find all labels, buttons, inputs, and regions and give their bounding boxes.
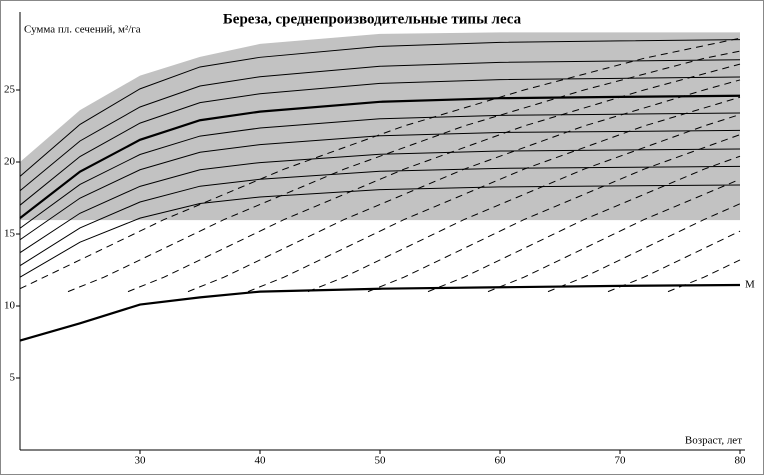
solid-curve (19, 59, 741, 192)
bold-curve (19, 283, 741, 342)
dashed-curve (367, 134, 741, 293)
plot-area (19, 32, 741, 342)
x-tick-label: 40 (255, 455, 267, 467)
solid-curve (19, 112, 741, 229)
bold-curve (19, 94, 741, 220)
y-tick-label: 25 (4, 84, 16, 96)
x-axis-label: Возраст, лет (685, 435, 742, 447)
x-tick-label: 30 (135, 455, 147, 467)
solid-curve (19, 184, 741, 278)
y-tick-label: 15 (4, 228, 16, 240)
x-tick-label: 60 (495, 455, 507, 467)
dashed-curve (427, 155, 741, 293)
x-tick-label: 70 (615, 455, 627, 467)
y-axis-label: Сумма пл. сечений, м²/га (24, 24, 141, 36)
solid-curve (19, 76, 741, 206)
dashed-curve (247, 96, 741, 293)
dashed-curve (127, 63, 741, 293)
dashed-curve (19, 37, 741, 290)
solid-curve (19, 129, 741, 241)
y-tick-label: 5 (10, 372, 16, 384)
dashed-curve (187, 79, 741, 293)
series-label: M (745, 279, 755, 291)
dashed-curve (667, 259, 741, 293)
chart-title: Береза, среднепроизводительные типы леса (223, 11, 522, 27)
y-tick-label: 20 (4, 156, 16, 168)
dashed-curve (307, 114, 741, 293)
solid-curve (19, 148, 741, 254)
y-tick-label: 10 (4, 300, 16, 312)
solid-curve (19, 165, 741, 267)
x-tick-label: 50 (375, 455, 387, 467)
x-tick-label: 80 (735, 455, 747, 467)
dashed-curve (67, 50, 741, 293)
solid-curve (19, 39, 741, 177)
